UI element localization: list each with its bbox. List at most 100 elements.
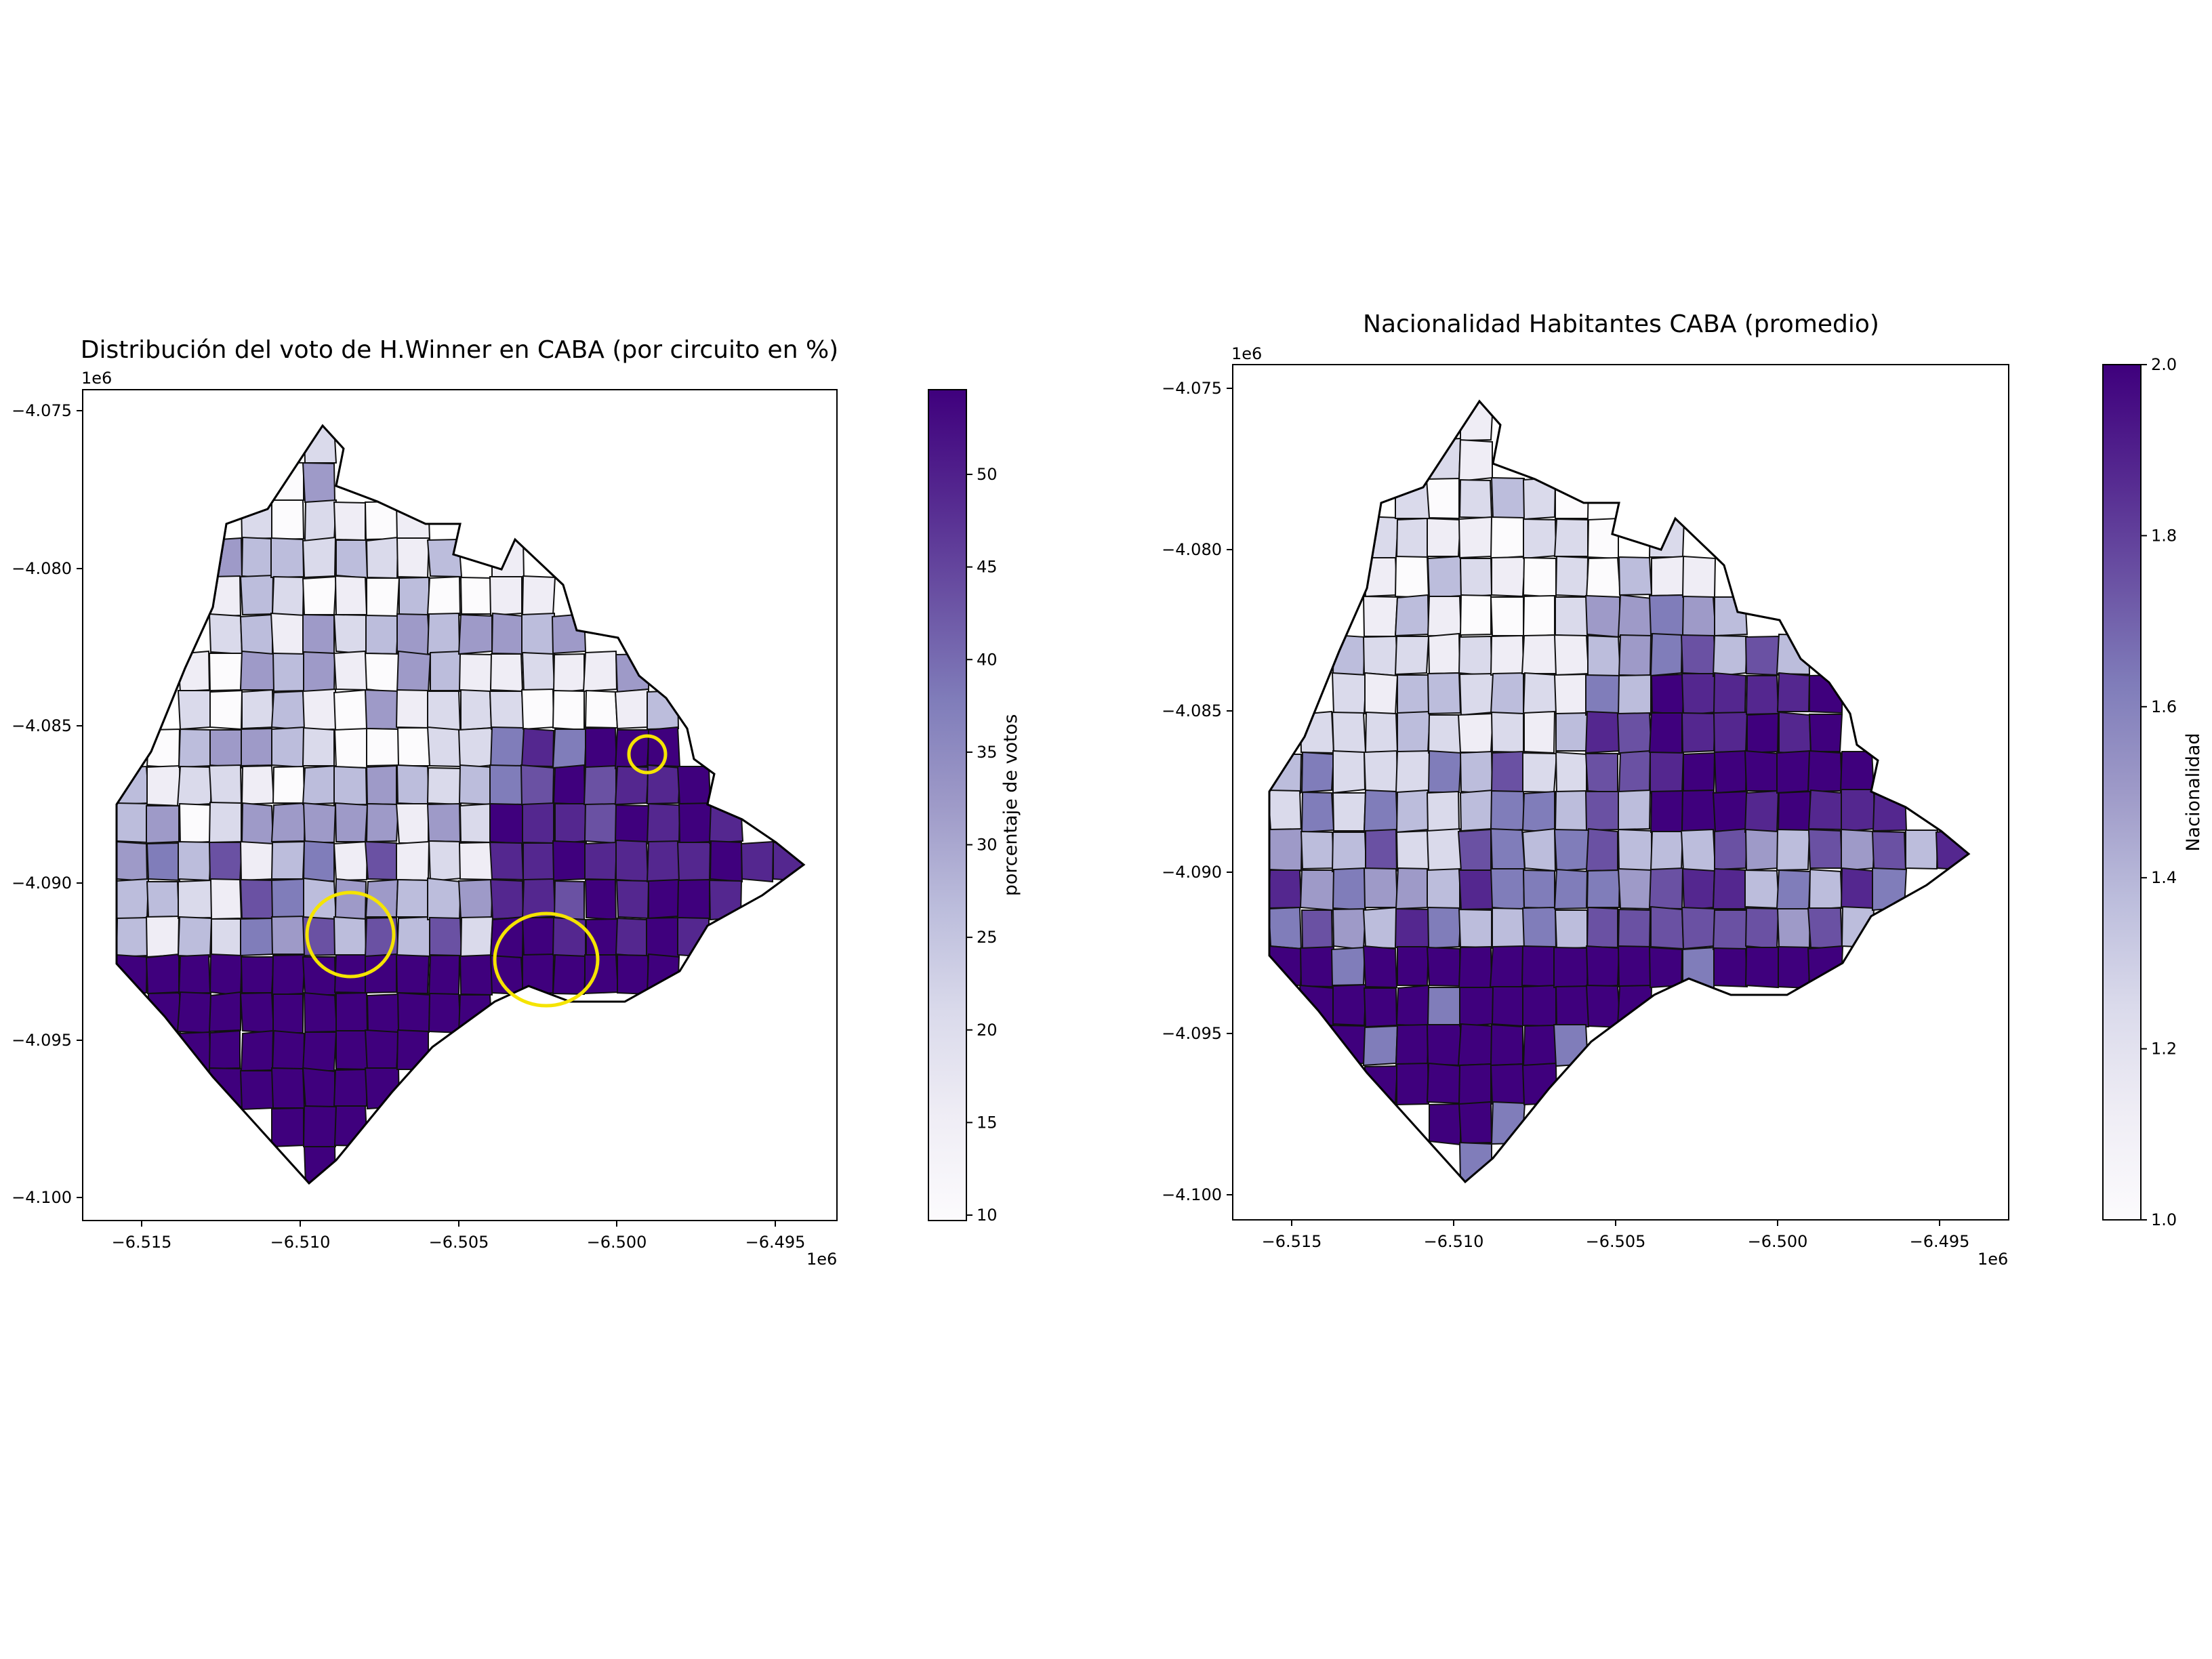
circuit-region (1584, 594, 1620, 638)
highlight-circle (627, 734, 668, 775)
circuit-region (1459, 789, 1494, 832)
circuit-region (614, 804, 650, 844)
circuit-region (1650, 632, 1683, 677)
circuit-region (1650, 751, 1685, 794)
circuit-region (1522, 1024, 1558, 1067)
circuit-region (678, 802, 713, 844)
circuit-region (1395, 984, 1431, 1027)
circuit-region (333, 689, 369, 731)
circuit-region (552, 840, 588, 882)
circuit-region (1650, 831, 1684, 872)
circuit-region (333, 1068, 369, 1107)
circuit-region (1617, 945, 1653, 990)
circuit-region (740, 840, 775, 883)
circuit-region (272, 994, 304, 1033)
circuit-region (1681, 555, 1717, 598)
circuit-region (209, 953, 243, 997)
circuit-region (209, 689, 243, 731)
circuit-region (1871, 830, 1907, 872)
circuit-region (1555, 985, 1589, 1027)
circuit-region (1714, 827, 1748, 871)
circuit-region (521, 917, 556, 958)
circuit-region (1553, 673, 1588, 716)
circuit-region (426, 612, 461, 655)
circuit-region (554, 803, 587, 845)
circuit-region (364, 689, 401, 731)
circuit-region (428, 840, 463, 882)
circuit-region (364, 1029, 400, 1073)
circuit-region (489, 691, 525, 731)
colorbar-tick-label: 1.8 (2151, 526, 2177, 545)
circuit-region (1744, 828, 1780, 872)
circuit-region (396, 916, 432, 958)
circuit-region (1331, 711, 1367, 754)
circuit-region (489, 802, 524, 845)
circuit-region (426, 802, 462, 843)
circuit-region (1841, 789, 1876, 833)
x-tick-label: −6.505 (429, 1233, 489, 1252)
circuit-region (1491, 986, 1525, 1027)
circuit-region (333, 613, 369, 655)
y-tick-label: −4.080 (12, 559, 72, 578)
right-colorbar-label: Nacionalidad (2183, 733, 2204, 851)
circuit-region (427, 691, 462, 731)
circuit-region (584, 879, 617, 921)
circuit-region (1490, 827, 1526, 872)
circuit-region (426, 538, 463, 578)
circuit-region (209, 729, 243, 769)
circuit-region (522, 802, 554, 844)
circuit-region (239, 613, 273, 656)
circuit-region (1427, 596, 1462, 638)
circuit-region (1364, 711, 1399, 755)
circuit-region (523, 842, 555, 882)
circuit-region (1744, 635, 1780, 676)
circuit-region (270, 1067, 306, 1109)
circuit-region (1683, 752, 1716, 795)
circuit-region (395, 689, 431, 729)
circuit-region (1522, 594, 1555, 638)
circuit-region (1299, 869, 1336, 912)
circuit-region (1617, 867, 1653, 910)
circuit-region (271, 954, 306, 996)
circuit-region (1585, 945, 1620, 989)
circuit-region (1713, 947, 1748, 988)
right-map-regions (1233, 365, 2009, 1220)
circuit-region (426, 726, 462, 768)
circuit-region (303, 651, 336, 694)
circuit-region (583, 802, 617, 844)
circuit-region (583, 764, 617, 807)
left-x-offset: 1e6 (806, 1250, 837, 1269)
circuit-region (430, 650, 463, 691)
circuit-region (239, 574, 274, 616)
x-tick-label: −6.515 (112, 1233, 172, 1252)
circuit-region (1553, 828, 1589, 872)
circuit-region (1744, 750, 1780, 792)
circuit-region (521, 651, 556, 693)
circuit-region (1427, 517, 1462, 557)
circuit-region (1365, 828, 1398, 872)
circuit-region (1522, 984, 1557, 1027)
circuit-region (1617, 908, 1652, 951)
circuit-region (1554, 790, 1590, 833)
circuit-region (271, 1107, 304, 1148)
y-tick-label: −4.080 (1162, 540, 1222, 559)
circuit-region (1363, 750, 1399, 794)
circuit-region (208, 801, 242, 844)
left-axes-frame (82, 389, 838, 1221)
circuit-region (1554, 909, 1588, 950)
y-tick-label: −4.095 (12, 1031, 72, 1050)
circuit-region (1584, 710, 1621, 754)
circuit-region (1807, 828, 1843, 869)
circuit-region (615, 879, 650, 920)
circuit-region (1555, 751, 1587, 794)
circuit-region (365, 614, 400, 655)
left-y-ticks: −4.075 −4.080 −4.085 −4.090 −4.095 −4.100 (12, 401, 83, 1207)
circuit-region (271, 726, 306, 769)
circuit-region (177, 690, 213, 731)
circuit-region (302, 462, 336, 504)
circuit-region (334, 878, 367, 920)
right-x-ticks: −6.515 −6.510 −6.505 −6.500 −6.495 (1262, 1220, 1969, 1251)
circuit-region (365, 802, 400, 843)
circuit-region (145, 953, 180, 995)
